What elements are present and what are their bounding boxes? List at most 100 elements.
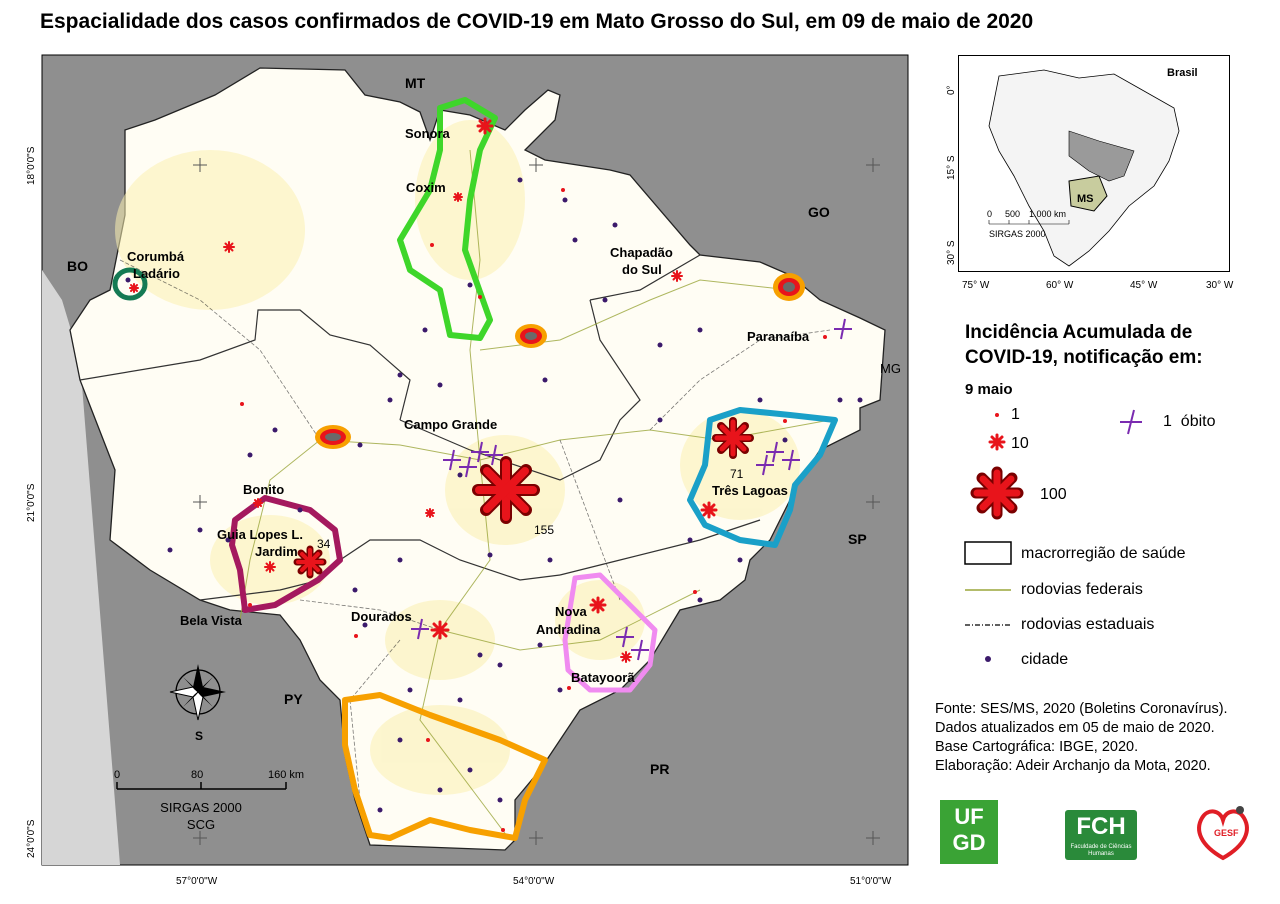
inset-lat-0: 0° bbox=[946, 85, 957, 95]
legend-size-1-label: 1 bbox=[1011, 406, 1020, 423]
source-line: Elaboração: Adeir Archanjo da Mota, 2020… bbox=[935, 758, 1211, 774]
lat-label-24: 24°0'0"S bbox=[26, 819, 37, 858]
lon-label-54: 54°0'0"W bbox=[513, 876, 555, 887]
case-marker-dourados bbox=[430, 620, 450, 640]
inset-scale-0: 0 bbox=[987, 209, 992, 219]
inset-ms bbox=[1068, 175, 1108, 212]
outline-orange bbox=[342, 692, 548, 841]
label-py: PY bbox=[284, 691, 303, 707]
city-label-chapadao: Chapadão bbox=[610, 245, 673, 260]
legend-title: Incidência Acumulada de COVID-19, notifi… bbox=[965, 322, 1203, 368]
outline-pink bbox=[562, 572, 658, 693]
label-mt: MT bbox=[405, 75, 426, 91]
scale-bar bbox=[116, 782, 287, 790]
city-label-sonora: Sonora bbox=[405, 126, 451, 141]
legend-size-10-label: 10 bbox=[1011, 435, 1029, 452]
city-dots bbox=[125, 177, 863, 813]
death-markers bbox=[411, 318, 852, 661]
source-line: Fonte: SES/MS, 2020 (Boletins Coronavíru… bbox=[935, 701, 1228, 717]
legend-size-1-symbol bbox=[995, 413, 999, 417]
city-label-dourados: Dourados bbox=[351, 609, 412, 624]
legend-size-10-symbol bbox=[988, 433, 1006, 451]
city-label-coxim: Coxim bbox=[406, 180, 446, 195]
fch-logo: FCH Faculdade de Ciências Humanas bbox=[1065, 810, 1137, 860]
city-label-jardim: Jardim bbox=[255, 544, 298, 559]
lat-label-21: 21°0'0"S bbox=[26, 483, 37, 522]
inset-lon-45: 45° W bbox=[1130, 280, 1158, 291]
city-label-ladario: Ladário bbox=[133, 266, 180, 281]
ufgd-logo: UF GD bbox=[940, 800, 998, 864]
graticule bbox=[193, 158, 880, 845]
lon-label-51: 51°0'0"W bbox=[850, 876, 892, 887]
inset-svg: MS Brasil 0 500 1.000 km SIRGAS 2000 bbox=[959, 56, 1229, 271]
inset-lat-30: 30° S bbox=[946, 240, 957, 265]
case-marker-coxim bbox=[453, 192, 463, 202]
city-label-nova: Nova bbox=[555, 604, 588, 619]
source-line: Dados atualizados em 05 de maio de 2020. bbox=[935, 720, 1215, 736]
city-label-paranaiba: Paranaíba bbox=[747, 329, 810, 344]
inset-lon-60: 60° W bbox=[1046, 280, 1074, 291]
inset-scale-datum: SIRGAS 2000 bbox=[989, 229, 1046, 239]
scale-datum: SIRGAS 2000 bbox=[160, 800, 242, 815]
inset-neighbor-state bbox=[1068, 130, 1135, 182]
inset-map: MS Brasil 0 500 1.000 km SIRGAS 2000 bbox=[958, 55, 1230, 272]
compass-label: S bbox=[195, 729, 203, 743]
case-marker-ladario bbox=[129, 283, 139, 293]
map-title: Espacialidade dos casos confirmados de C… bbox=[40, 10, 1034, 33]
legend-cidade-label: cidade bbox=[1021, 651, 1069, 668]
label-go: GO bbox=[808, 204, 830, 220]
lon-label-57: 57°0'0"W bbox=[176, 876, 218, 887]
inset-lon-30: 30° W bbox=[1206, 280, 1234, 291]
case-marker-sonora bbox=[476, 117, 494, 135]
label-bo: BO bbox=[67, 258, 88, 274]
legend-size-100-label: 100 bbox=[1040, 486, 1067, 503]
outline-dark-green bbox=[112, 267, 148, 301]
case-marker-chapadao bbox=[671, 270, 683, 282]
case-count-tres-lagoas: 71 bbox=[730, 467, 744, 481]
legend-symbols bbox=[964, 409, 1142, 662]
label-sp: SP bbox=[848, 531, 867, 547]
city-label-corumba: Corumbá bbox=[127, 249, 185, 264]
legend-cidade-symbol bbox=[985, 656, 991, 662]
legend-estadual-label: rodovias estaduais bbox=[1021, 616, 1155, 633]
compass-icon bbox=[169, 664, 226, 721]
case-marker-sidrolandia bbox=[425, 508, 435, 518]
city-label-guia-lopes: Guia Lopes L. bbox=[217, 527, 303, 542]
case-marker-batayopora bbox=[620, 651, 632, 663]
bolivia-area bbox=[42, 55, 120, 865]
lat-label-18: 18°0'0"S bbox=[26, 146, 37, 185]
inset-scale-1000: 1.000 km bbox=[1029, 209, 1066, 219]
inset-scale-500: 500 bbox=[1005, 209, 1020, 219]
case-markers bbox=[129, 117, 827, 832]
legend-death-label: 1 óbito bbox=[1163, 413, 1216, 430]
hotspots bbox=[315, 273, 805, 449]
scale-label-80: 80 bbox=[191, 769, 203, 781]
source-line: Base Cartográfica: IBGE, 2020. bbox=[935, 739, 1139, 755]
label-pr: PR bbox=[650, 761, 669, 777]
city-label-chapadao-2: do Sul bbox=[622, 262, 662, 277]
inset-lat-15: 15° S bbox=[946, 155, 957, 180]
inset-state-label: MS bbox=[1077, 193, 1094, 205]
source-notes: Fonte: SES/MS, 2020 (Boletins Coronavíru… bbox=[935, 700, 1228, 776]
outline-green bbox=[397, 97, 498, 341]
case-marker-aparecida bbox=[700, 501, 718, 519]
legend-subtitle: 9 maio bbox=[965, 381, 1013, 398]
case-count-campo-grande: 155 bbox=[534, 523, 554, 537]
case-marker-nova-andradina bbox=[589, 596, 607, 614]
city-label-bela-vista: Bela Vista bbox=[180, 613, 243, 628]
case-count-jardim: 34 bbox=[317, 537, 331, 551]
case-marker-jardim bbox=[293, 545, 327, 579]
scale-label-0: 0 bbox=[114, 769, 120, 781]
case-marker-corumba bbox=[223, 241, 235, 253]
city-label-andradina: Andradina bbox=[536, 622, 601, 637]
label-mg: MG bbox=[880, 361, 901, 376]
city-label-tres-lagoas: Três Lagoas bbox=[712, 483, 788, 498]
gesf-text: GESF bbox=[1214, 828, 1239, 838]
inset-lon-75: 75° W bbox=[962, 280, 990, 291]
city-label-batayopora: Batayoorã bbox=[571, 670, 635, 685]
case-marker-campo-grande bbox=[472, 456, 540, 524]
outline-purple bbox=[229, 495, 343, 613]
legend-size-100-symbol bbox=[970, 466, 1024, 520]
case-marker-bonito bbox=[253, 498, 263, 508]
